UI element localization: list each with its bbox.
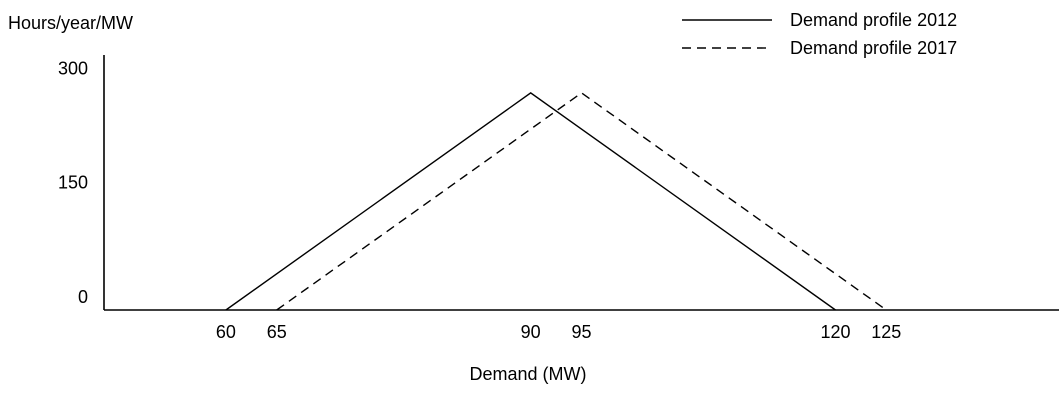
x-tick-label: 60 xyxy=(216,322,236,342)
legend-label: Demand profile 2012 xyxy=(790,10,957,30)
x-axis-title: Demand (MW) xyxy=(469,364,586,384)
legend: Demand profile 2012 Demand profile 2017 xyxy=(682,10,957,58)
y-tick-label: 300 xyxy=(58,58,88,78)
series-line-2017 xyxy=(276,92,887,311)
y-tick-label: 0 xyxy=(78,287,88,307)
x-tick-label: 120 xyxy=(820,322,850,342)
x-tick-label: 65 xyxy=(267,322,287,342)
x-tick-labels: 60 65 90 95 120 125 xyxy=(216,322,901,342)
series-line-2012 xyxy=(225,92,836,311)
series-lines xyxy=(225,92,887,311)
y-tick-labels: 0 150 300 xyxy=(58,58,88,307)
x-tick-label: 125 xyxy=(871,322,901,342)
y-tick-label: 150 xyxy=(58,173,88,193)
y-axis-title: Hours/year/MW xyxy=(8,13,133,33)
legend-label: Demand profile 2017 xyxy=(790,38,957,58)
x-tick-label: 95 xyxy=(571,322,591,342)
x-tick-label: 90 xyxy=(521,322,541,342)
